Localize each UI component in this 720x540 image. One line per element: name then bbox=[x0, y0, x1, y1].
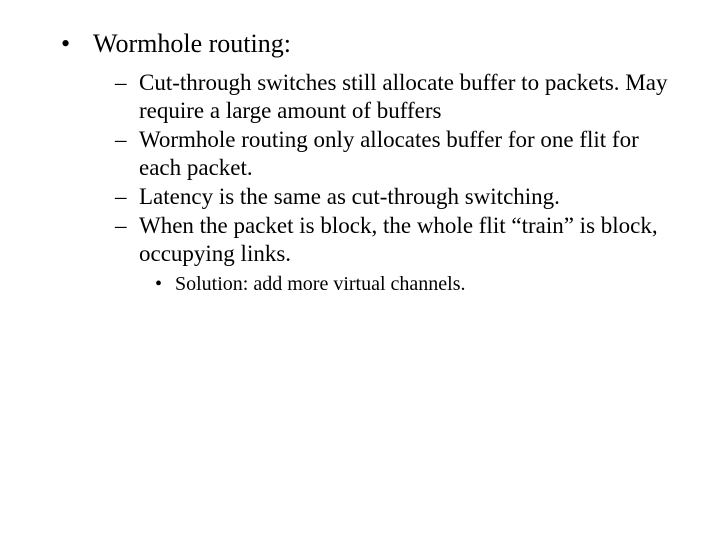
subpoint-text: Wormhole routing only allocates buffer f… bbox=[139, 126, 680, 182]
subsubpoints-container: • Solution: add more virtual channels. bbox=[115, 272, 680, 297]
bullet-level3: • bbox=[155, 272, 175, 297]
heading-item: • Wormhole routing: bbox=[55, 28, 680, 61]
subpoints-container: – Cut-through switches still allocate bu… bbox=[55, 69, 680, 297]
bullet-level1: • bbox=[55, 28, 93, 61]
subpoint-text: Latency is the same as cut-through switc… bbox=[139, 183, 680, 211]
subpoint-item: – Wormhole routing only allocates buffer… bbox=[115, 126, 680, 182]
dash-level2: – bbox=[115, 126, 139, 182]
subsubpoint-item: • Solution: add more virtual channels. bbox=[155, 272, 680, 297]
subpoint-item: – Cut-through switches still allocate bu… bbox=[115, 69, 680, 125]
dash-level2: – bbox=[115, 183, 139, 211]
subpoint-text: When the packet is block, the whole flit… bbox=[139, 212, 680, 268]
dash-level2: – bbox=[115, 69, 139, 125]
subpoint-item: – Latency is the same as cut-through swi… bbox=[115, 183, 680, 211]
subpoint-text: Cut-through switches still allocate buff… bbox=[139, 69, 680, 125]
subpoint-item: – When the packet is block, the whole fl… bbox=[115, 212, 680, 268]
dash-level2: – bbox=[115, 212, 139, 268]
subsubpoint-text: Solution: add more virtual channels. bbox=[175, 272, 680, 297]
heading-text: Wormhole routing: bbox=[93, 28, 680, 61]
